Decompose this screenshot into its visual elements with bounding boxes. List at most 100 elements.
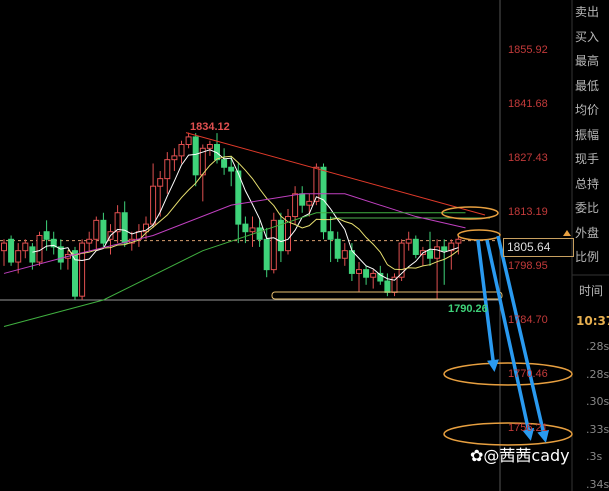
ma5-line <box>32 149 459 281</box>
candle-down <box>334 238 341 259</box>
candle-up <box>434 246 441 259</box>
candle-down <box>412 238 419 255</box>
low-label: 1790.26 <box>448 303 488 315</box>
candle-up <box>249 227 256 233</box>
tick-time: .33s <box>586 422 609 436</box>
candle-up <box>185 136 192 145</box>
candle-down <box>299 193 306 206</box>
down-arrow <box>476 239 496 369</box>
tick-time: .30s <box>586 395 609 408</box>
tick-time: .28s <box>586 340 609 353</box>
y-tick-label: 1798.95 <box>508 260 548 273</box>
high-label: 1834.12 <box>190 121 230 133</box>
candle-down <box>235 170 242 225</box>
candle-up <box>313 166 320 202</box>
candle-up <box>164 159 171 180</box>
candle-down <box>50 238 57 248</box>
candle-down <box>256 227 263 240</box>
arrow-head-icon <box>537 429 550 443</box>
target-ellipse <box>457 229 501 241</box>
candle-up <box>114 212 121 233</box>
candle-down <box>427 250 433 259</box>
target-ellipse <box>441 206 499 220</box>
candle-down <box>363 269 370 278</box>
candle-up <box>206 143 213 149</box>
candle-up <box>398 242 405 278</box>
candle-up <box>93 219 100 240</box>
candle-up <box>306 200 313 206</box>
candle-down <box>192 136 199 176</box>
ma10-line <box>67 155 459 271</box>
tick-time: .34s <box>586 477 609 491</box>
y-tick-label: 1841.68 <box>508 97 548 110</box>
time-current: 10:37 <box>576 314 609 328</box>
candle-down <box>8 238 15 263</box>
candle-up <box>86 238 93 244</box>
candle-down <box>43 231 50 240</box>
candle-up <box>292 193 299 218</box>
candle-up <box>270 219 277 271</box>
resistance-trendline <box>185 132 486 216</box>
panel-item: 现手 <box>575 152 600 166</box>
candle-up <box>285 216 291 252</box>
candle-down <box>263 238 270 271</box>
arrow-head-icon <box>522 427 535 441</box>
panel-item: 振幅 <box>575 127 600 142</box>
panel-item: 卖出 <box>575 5 600 19</box>
current-price-box: 1805.64 <box>503 238 574 257</box>
candle-up <box>157 178 164 187</box>
support-zone-box <box>271 291 503 300</box>
watermark-text: @茜茜cady <box>483 446 570 465</box>
y-tick-label: 1756.21 <box>508 422 548 435</box>
target-ellipse <box>443 422 573 446</box>
candle-down <box>72 250 78 297</box>
candle-up <box>79 242 86 297</box>
candle-up <box>150 185 157 225</box>
tick-time: .3s <box>586 450 603 463</box>
candle-down <box>228 166 235 172</box>
candle-down <box>242 223 249 233</box>
panel-item: 最低 <box>575 78 600 93</box>
panel-item: 委比 <box>575 201 600 215</box>
candle-down <box>377 272 384 282</box>
candle-up <box>171 155 178 161</box>
current-arrow-icon <box>563 230 571 236</box>
y-tick-label: 1855.92 <box>508 44 548 56</box>
panel-item: 外盘 <box>575 225 600 240</box>
candle-down <box>384 280 391 293</box>
candle-down <box>327 231 334 240</box>
candle-up <box>370 272 377 278</box>
candle-down <box>121 212 128 244</box>
panel-item: 比例 <box>575 250 600 264</box>
y-tick-label: 1770.46 <box>508 368 548 381</box>
candle-up <box>455 238 462 244</box>
arrow-head-icon <box>487 359 499 372</box>
candle-up <box>178 143 185 157</box>
candle-up <box>356 269 362 274</box>
candle-down <box>348 250 355 274</box>
candle-up <box>22 242 29 252</box>
target-ellipse <box>443 362 573 386</box>
candle-down <box>100 219 107 244</box>
candle-down <box>277 219 284 252</box>
candle-down <box>57 246 64 263</box>
y-tick-label: 1813.19 <box>508 206 548 219</box>
candle-up <box>15 250 22 263</box>
y-tick-label: 1784.70 <box>508 314 548 327</box>
long-ma-line-1 <box>3 212 466 327</box>
candle-up <box>405 238 412 244</box>
candle-up <box>36 235 43 263</box>
panel-item: 总持 <box>575 176 600 191</box>
panel-item: 均价 <box>575 103 600 117</box>
candle-down <box>29 246 36 263</box>
y-tick-label: 1827.43 <box>508 152 548 165</box>
time-header: 时间 <box>579 284 604 298</box>
watermark: ✿@茜茜cady <box>470 446 570 465</box>
candle-up <box>448 242 455 252</box>
panel-item: 最高 <box>575 54 600 68</box>
candle-up <box>1 242 7 252</box>
candle-down <box>221 159 228 168</box>
panel-item: 买入 <box>575 29 600 44</box>
